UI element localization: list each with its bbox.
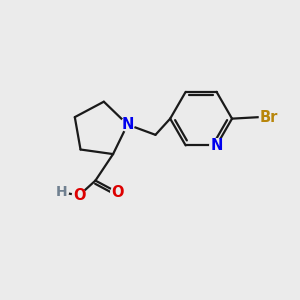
- Text: N: N: [210, 138, 223, 153]
- Text: H: H: [56, 185, 68, 200]
- Text: O: O: [111, 185, 124, 200]
- Text: O: O: [73, 188, 85, 203]
- Circle shape: [72, 188, 86, 202]
- Text: N: N: [121, 117, 134, 132]
- Text: Br: Br: [260, 110, 278, 125]
- Circle shape: [121, 118, 134, 131]
- Circle shape: [260, 108, 278, 127]
- Circle shape: [55, 186, 68, 199]
- Circle shape: [111, 186, 124, 199]
- Circle shape: [210, 139, 223, 152]
